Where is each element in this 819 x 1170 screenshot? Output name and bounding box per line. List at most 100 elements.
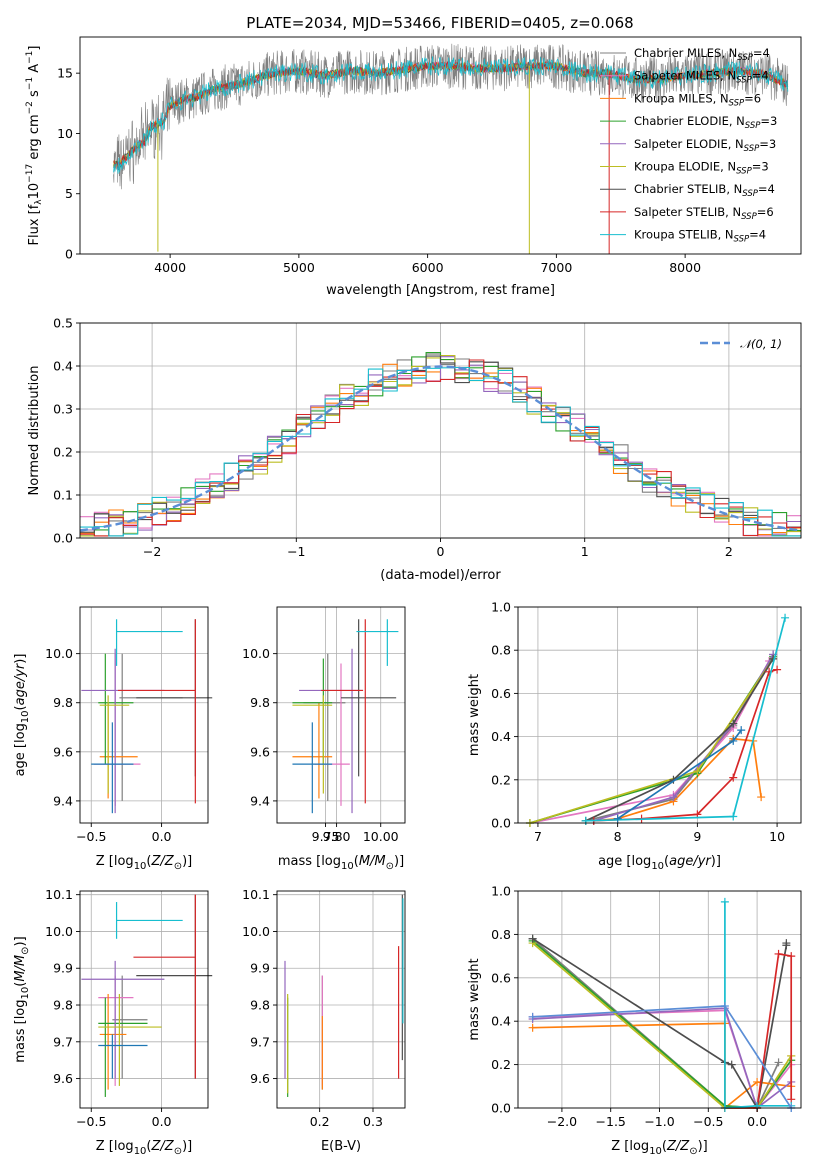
x-tick-label: 0.3 — [363, 1114, 383, 1129]
legend-label: Chabrier MILES, NSSP=4 — [634, 46, 770, 63]
y-tick-label: 0.2 — [491, 1057, 511, 1072]
legend-label: 𝒩(0, 1) — [740, 337, 782, 351]
massweight-vs-age-xlabel: age [log10(age/yr)] — [598, 854, 721, 872]
y-tick-label: 0.4 — [491, 1014, 511, 1029]
histogram-ylabel: Normed distribution — [27, 366, 42, 496]
y-tick-label: 9.8 — [53, 695, 73, 710]
massweight-marker — [753, 1077, 762, 1086]
massweight-marker — [757, 793, 766, 802]
y-tick-label: 9.8 — [53, 998, 73, 1013]
mass-vs-z-ylabel: mass [log10(M/M⊙)] — [13, 936, 31, 1062]
y-tick-label: 0.0 — [491, 816, 511, 831]
legend-label: Kroupa MILES, NSSP=6 — [634, 91, 761, 108]
massweight-marker — [669, 793, 678, 802]
y-tick-label: 9.8 — [250, 695, 270, 710]
axes-frame — [79, 36, 802, 255]
legend-label: Salpeter STELIB, NSSP=6 — [634, 205, 774, 222]
massweight-marker — [787, 952, 796, 961]
y-tick-label: 9.6 — [250, 1071, 270, 1086]
y-tick-label: 10.0 — [45, 646, 73, 661]
massweight-marker — [737, 726, 746, 735]
massweight-marker — [781, 613, 790, 622]
y-tick-label: 15 — [57, 66, 73, 81]
x-tick-label: 9.80 — [323, 829, 351, 844]
massweight-marker — [693, 767, 702, 776]
y-tick-label: 9.6 — [250, 744, 270, 759]
y-tick-label: 9.4 — [250, 793, 270, 808]
y-tick-label: 9.6 — [53, 744, 73, 759]
y-tick-label: 10 — [57, 126, 73, 141]
massweight-marker — [528, 934, 537, 943]
y-tick-label: 9.4 — [53, 793, 73, 808]
x-tick-label: 9.75 — [312, 829, 340, 844]
x-tick-label: 6000 — [412, 260, 444, 275]
y-tick-label: 0.2 — [491, 772, 511, 787]
axes-frame — [517, 606, 802, 824]
y-tick-label: 0.0 — [53, 531, 73, 546]
massweight-vs-z-xlabel: Z [log10(Z/Z⊙)] — [611, 1139, 708, 1157]
massweight-series — [593, 737, 762, 822]
x-tick-label: 7 — [534, 829, 542, 844]
y-tick-label: 0.2 — [53, 445, 73, 460]
massweight-marker — [613, 814, 622, 823]
axes-frame — [79, 606, 209, 824]
y-tick-label: 0.8 — [491, 643, 511, 658]
massweight-vs-age-panel: 7 8 9 10 0.0 0.2 0.4 0.6 0.8 1.0 age [log10(age/yr… — [467, 600, 802, 872]
axes-frame — [276, 890, 406, 1109]
massweight-marker — [782, 939, 791, 948]
massweight-marker — [774, 949, 783, 958]
x-tick-label: 0.0 — [152, 829, 172, 844]
age-vs-z-xlabel: Z [log10(Z/Z⊙)] — [96, 854, 193, 872]
x-tick-label: −0.5 — [693, 1114, 723, 1129]
y-tick-label: 0.6 — [491, 970, 511, 985]
legend-label: Chabrier ELODIE, NSSP=3 — [634, 114, 777, 131]
y-tick-label: 0.0 — [491, 1101, 511, 1116]
massweight-series — [585, 658, 774, 822]
y-tick-label: 0.3 — [53, 402, 73, 417]
y-tick-label: 9.6 — [53, 1071, 73, 1086]
legend-label: Salpeter MILES, NSSP=4 — [634, 69, 769, 86]
y-tick-label: 0.6 — [491, 686, 511, 701]
x-tick-label: 9 — [693, 829, 701, 844]
x-tick-label: −1.5 — [596, 1114, 626, 1129]
massweight-vs-z-ylabel: mass weight — [467, 958, 482, 1040]
x-tick-label: 10 — [769, 829, 785, 844]
spectrum-series — [113, 43, 789, 190]
age-vs-z-ylabel: age [log10(age/yr)] — [13, 654, 31, 777]
y-tick-label: 9.9 — [250, 961, 270, 976]
spectrum-series — [113, 56, 789, 174]
y-tick-label: 0.4 — [491, 729, 511, 744]
x-tick-label: 0.0 — [152, 1114, 172, 1129]
x-tick-label: 1 — [581, 544, 589, 559]
x-tick-label: −0.5 — [76, 829, 106, 844]
mass-vs-ebv-xlabel: E(B-V) — [321, 1139, 361, 1154]
massweight-marker — [528, 1012, 537, 1021]
y-tick-label: 0.5 — [53, 316, 73, 331]
y-tick-label: 10.0 — [242, 924, 270, 939]
massweight-marker — [729, 773, 738, 782]
massweight-vs-z-panel: −2.0 −1.5 −1.0 −0.5 0.0 0.0 0.2 0.4 0.6 0.8 1.0 Z [… — [467, 884, 802, 1157]
y-tick-label: 9.7 — [53, 1034, 73, 1049]
y-tick-label: 10.1 — [242, 887, 270, 902]
legend-label: Kroupa ELODIE, NSSP=3 — [634, 160, 769, 177]
legend-label: Kroupa STELIB, NSSP=4 — [634, 228, 766, 245]
massweight-marker — [729, 719, 738, 728]
y-tick-label: 1.0 — [491, 600, 511, 615]
y-tick-label: 0.1 — [53, 488, 73, 503]
massweight-marker — [729, 812, 738, 821]
x-tick-label: −2 — [143, 544, 161, 559]
y-tick-label: 0.8 — [491, 927, 511, 942]
age-vs-z-panel: −0.5 0.0 9.4 9.6 9.8 10.0 Z [log10(Z/Z⊙)] age [… — [13, 606, 213, 872]
age-vs-mass-panel: 9.759.80 10.00 9.4 9.6 9.8 10.0 mass [log10(M/… — [242, 606, 406, 872]
histogram-series — [80, 356, 801, 536]
x-tick-label: 10.00 — [363, 829, 399, 844]
legend-label: Chabrier STELIB, NSSP=4 — [634, 182, 775, 199]
histogram-xlabel: (data-model)/error — [380, 568, 501, 583]
axes-frame — [79, 890, 209, 1109]
massweight-marker — [773, 665, 782, 674]
x-tick-label: −1.0 — [644, 1114, 674, 1129]
massweight-marker — [528, 1023, 537, 1032]
massweight-marker — [774, 1058, 783, 1067]
